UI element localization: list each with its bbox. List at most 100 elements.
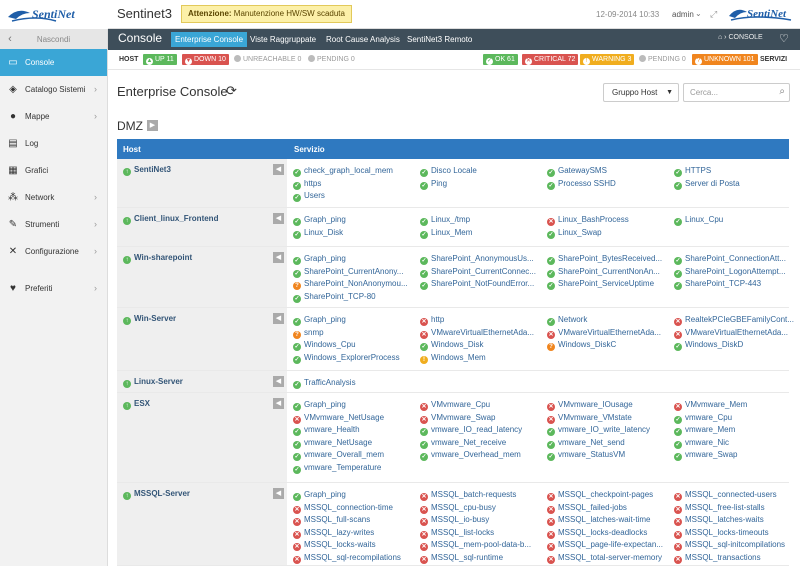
sidebar-item-console[interactable]: ▭ Console xyxy=(0,49,107,76)
service-item[interactable]: ✓ Ping xyxy=(420,179,545,190)
service-item[interactable]: ✓ vmware_IO_read_latency xyxy=(420,425,545,437)
tab-viste-raggruppate[interactable]: Viste Raggruppate xyxy=(250,35,317,44)
section-expand-button[interactable]: ▶ xyxy=(147,120,158,131)
service-item[interactable]: ✕ VMvmware_Mem xyxy=(674,400,799,411)
service-item[interactable]: ✓ Windows_DiskD xyxy=(674,340,799,352)
service-item[interactable]: ✓ Processo SSHD xyxy=(547,179,672,190)
service-item[interactable]: ✓ vmware_Health xyxy=(293,425,418,437)
service-item[interactable]: ! Windows_Mem xyxy=(420,353,545,364)
service-pending-badge[interactable]: PENDING 0 xyxy=(639,55,686,63)
sentinet-logo[interactable]: SentiNet xyxy=(0,0,108,29)
service-item[interactable]: ✓ vmware_Swap xyxy=(674,450,799,462)
service-item[interactable]: ✕ VMvmware_Swap xyxy=(420,413,545,424)
host-name-link[interactable]: ↑ MSSQL-Server xyxy=(123,489,190,500)
service-critical-badge[interactable]: ✕ CRITICAL 72 xyxy=(522,54,579,65)
sidebar-item-grafici[interactable]: ▦ Grafici xyxy=(0,157,107,184)
sidebar-item-preferiti[interactable]: ♥ Preferiti › xyxy=(0,275,107,302)
host-name-link[interactable]: ↑ ESX xyxy=(123,399,150,410)
service-item[interactable]: ✕ MSSQL_failed-jobs xyxy=(547,503,672,514)
service-item[interactable]: ✕ MSSQL_connected-users xyxy=(674,490,799,501)
service-unknown-badge[interactable]: ? UNKNOWN 101 xyxy=(692,54,758,65)
service-item[interactable]: ✕ MSSQL_free-list-stalls xyxy=(674,503,799,514)
service-item[interactable]: ✓ Graph_ping xyxy=(293,254,418,265)
service-item[interactable]: ✕ VMvmware_IOusage xyxy=(547,400,672,411)
host-name-link[interactable]: ↑ Client_linux_Frontend xyxy=(123,214,218,225)
service-item[interactable]: ✓ Graph_ping xyxy=(293,215,418,226)
service-item[interactable]: ✓ vmware_Overall_mem xyxy=(293,450,418,462)
collapse-host-button[interactable]: ◀ xyxy=(273,398,284,409)
service-item[interactable]: ✓ SharePoint_CurrentConnec... xyxy=(420,267,545,278)
service-item[interactable]: ✓ vmware_IO_write_latency xyxy=(547,425,672,437)
host-pending-badge[interactable]: PENDING 0 xyxy=(308,55,355,63)
host-name-link[interactable]: ↑ Win-sharepoint xyxy=(123,253,192,264)
service-item[interactable]: ✕ VMwareVirtualEthernetAda... xyxy=(420,328,545,339)
service-item[interactable]: ? snmp xyxy=(293,328,418,339)
service-item[interactable]: ✕ MSSQL_cpu-busy xyxy=(420,503,545,514)
collapse-host-button[interactable]: ◀ xyxy=(273,313,284,324)
host-down-badge[interactable]: ▼ DOWN 10 xyxy=(182,54,229,65)
service-item[interactable]: ✓ Linux_Cpu xyxy=(674,215,799,226)
service-item[interactable]: ✓ SharePoint_LogonAttempt... xyxy=(674,267,799,278)
service-item[interactable]: ✓ Windows_ExplorerProcess xyxy=(293,353,418,364)
service-item[interactable]: ✓ vmware_Nic xyxy=(674,438,799,449)
breadcrumb[interactable]: ⌂ › CONSOLE xyxy=(718,34,763,41)
service-item[interactable]: ✕ MSSQL_sql-runtime xyxy=(420,553,545,564)
service-item[interactable]: ✓ Windows_Disk xyxy=(420,340,545,352)
service-item[interactable]: ✕ MSSQL_connection-time xyxy=(293,503,418,514)
service-item[interactable]: ✓ Graph_ping xyxy=(293,315,418,326)
sidebar-item-network[interactable]: ⁂ Network › xyxy=(0,184,107,211)
service-item[interactable]: ✓ SharePoint_CurrentNonAn... xyxy=(547,267,672,278)
service-item[interactable]: ✕ MSSQL_latches-waits xyxy=(674,515,799,527)
service-item[interactable]: ✓ SharePoint_BytesReceived... xyxy=(547,254,672,265)
favorite-heart-icon[interactable]: ♡ xyxy=(779,33,789,45)
service-item[interactable]: ✓ SharePoint_CurrentAnony... xyxy=(293,267,418,278)
hide-sidebar-button[interactable]: ‹ Nascondi xyxy=(0,29,107,49)
service-item[interactable]: ✕ MSSQL_lazy-writes xyxy=(293,528,418,539)
service-item[interactable]: ✓ Graph_ping xyxy=(293,490,418,501)
search-input[interactable] xyxy=(684,84,770,101)
service-item[interactable]: ✓ Server di Posta xyxy=(674,179,799,190)
sidebar-item-configurazione[interactable]: ✕ Configurazione › xyxy=(0,238,107,265)
service-item[interactable]: ✓ Windows_Cpu xyxy=(293,340,418,352)
service-item[interactable]: ✕ MSSQL_io-busy xyxy=(420,515,545,527)
service-item[interactable]: ✕ MSSQL_sql-initcompilations xyxy=(674,540,799,552)
tab-sentinet3-remoto[interactable]: SentiNet3 Remoto xyxy=(407,35,473,44)
service-item[interactable]: ✓ vmware_Temperature xyxy=(293,463,418,474)
service-item[interactable]: ✓ SharePoint_NotFoundError... xyxy=(420,279,545,291)
service-item[interactable]: ✓ Disco Locale xyxy=(420,166,545,177)
service-item[interactable]: ✓ Linux_Swap xyxy=(547,228,672,239)
search-icon[interactable]: ⌕ xyxy=(779,86,785,97)
service-item[interactable]: ✓ vmware_Cpu xyxy=(674,413,799,424)
service-item[interactable]: ? SharePoint_NonAnonymou... xyxy=(293,279,418,291)
service-item[interactable]: ✕ MSSQL_full-scans xyxy=(293,515,418,527)
service-item[interactable]: ✕ VMvmware_VMstate xyxy=(547,413,672,424)
service-item[interactable]: ✓ vmware_NetUsage xyxy=(293,438,418,449)
service-item[interactable]: ✓ Linux_Disk xyxy=(293,228,418,239)
sidebar-item-log[interactable]: ▤ Log xyxy=(0,130,107,157)
collapse-host-button[interactable]: ◀ xyxy=(273,164,284,175)
sidebar-item-mappe[interactable]: ● Mappe › xyxy=(0,103,107,130)
service-item[interactable]: ✕ RealtekPCIeGBEFamilyCont... xyxy=(674,315,799,326)
service-item[interactable]: ✓ vmware_StatusVM xyxy=(547,450,672,462)
tab-enterprise-console[interactable]: Enterprise Console xyxy=(171,32,248,47)
refresh-icon[interactable]: ⟳ xyxy=(226,83,237,98)
service-item[interactable]: ✓ SharePoint_ServiceUptime xyxy=(547,279,672,291)
collapse-host-button[interactable]: ◀ xyxy=(273,252,284,263)
collapse-host-button[interactable]: ◀ xyxy=(273,488,284,499)
service-item[interactable]: ✓ vmware_Mem xyxy=(674,425,799,437)
service-item[interactable]: ✕ http xyxy=(420,315,545,326)
service-item[interactable]: ✓ SharePoint_ConnectionAtt... xyxy=(674,254,799,265)
service-item[interactable]: ✕ VMwareVirtualEthernetAda... xyxy=(674,328,799,339)
service-item[interactable]: ✓ Graph_ping xyxy=(293,400,418,411)
service-item[interactable]: ✕ MSSQL_total-server-memory xyxy=(547,553,672,564)
sidebar-item-catalogo[interactable]: ◈ Catalogo Sistemi › xyxy=(0,76,107,103)
service-item[interactable]: ✓ vmware_Net_receive xyxy=(420,438,545,449)
service-item[interactable]: ✓ TrafficAnalysis xyxy=(293,378,418,389)
service-item[interactable]: ✓ Network xyxy=(547,315,672,326)
service-item[interactable]: ✕ VMvmware_Cpu xyxy=(420,400,545,411)
service-item[interactable]: ✓ GatewaySMS xyxy=(547,166,672,177)
maintenance-alert[interactable]: Attenzione: Manutenzione HW/SW scaduta xyxy=(181,5,352,23)
host-name-link[interactable]: ↑ Win-Server xyxy=(123,314,176,325)
service-item[interactable]: ✕ MSSQL_latches-wait-time xyxy=(547,515,672,527)
service-item[interactable]: ✕ MSSQL_locks-deadlocks xyxy=(547,528,672,539)
